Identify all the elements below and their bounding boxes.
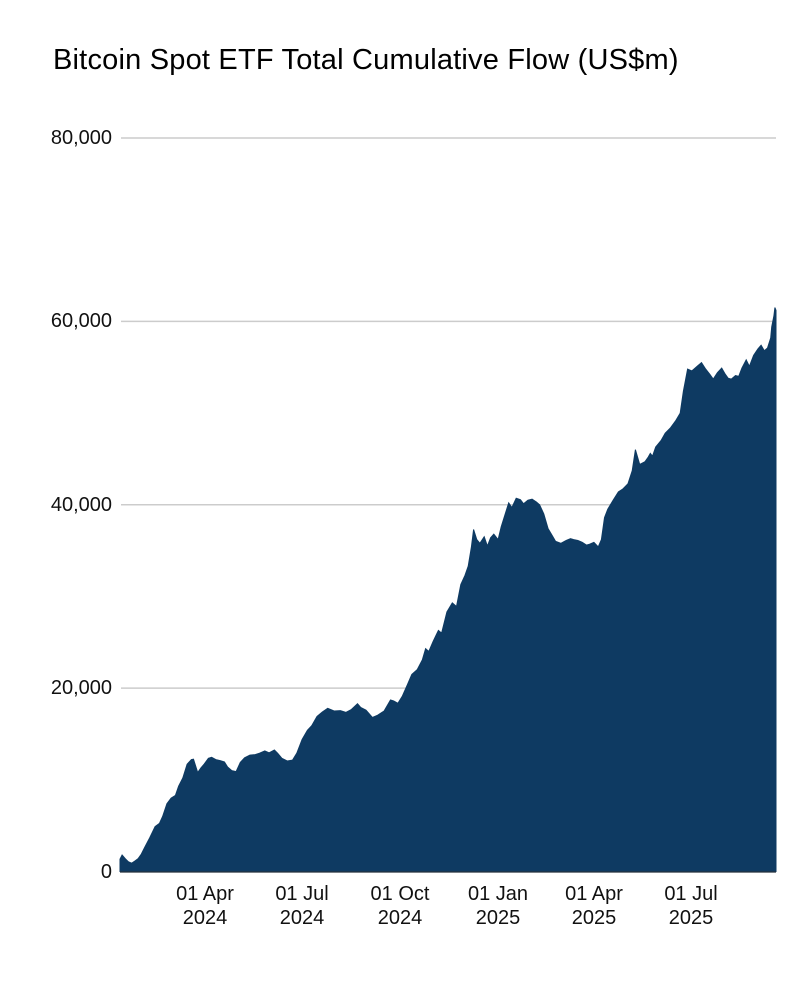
area-series bbox=[119, 307, 777, 872]
y-axis-tick-label-60,000: 60,000 bbox=[50, 310, 112, 333]
y-axis-tick-label-40,000: 40,000 bbox=[50, 493, 112, 516]
x-axis-tick-label-01-jan-2025: 01 Jan 2025 bbox=[467, 883, 529, 929]
x-axis-tick-label-01-oct-2024: 01 Oct 2024 bbox=[370, 883, 430, 929]
chart-title: Bitcoin Spot ETF Total Cumulative Flow (… bbox=[53, 44, 679, 76]
x-axis-tick-label-01-apr-2024: 01 Apr 2024 bbox=[176, 883, 234, 929]
x-axis-tick-label-01-apr-2025: 01 Apr 2025 bbox=[565, 883, 623, 929]
y-axis-tick-label-20,000: 20,000 bbox=[50, 677, 112, 700]
x-axis-tick-label-01-jul-2024: 01 Jul 2024 bbox=[275, 883, 329, 929]
y-axis-tick-label-0: 0 bbox=[100, 860, 112, 883]
x-axis-tick-label-01-jul-2025: 01 Jul 2025 bbox=[664, 883, 718, 929]
y-axis-tick-label-80,000: 80,000 bbox=[50, 127, 112, 149]
